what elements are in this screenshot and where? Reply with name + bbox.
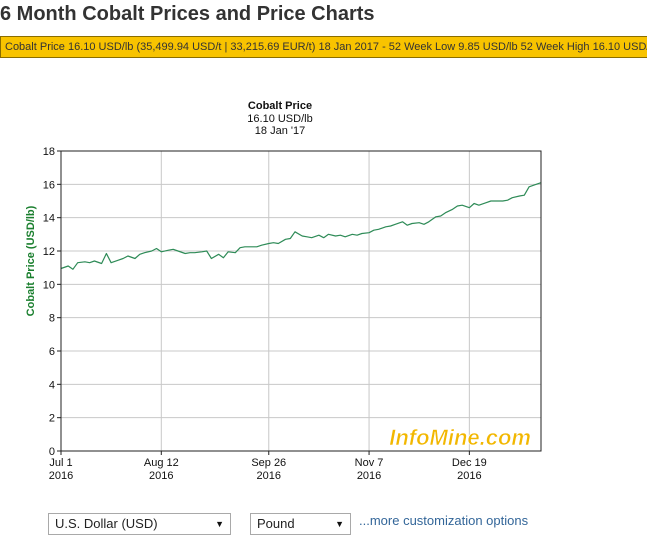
x-tick-year-label: 2016 bbox=[49, 470, 73, 482]
y-tick-label: 8 bbox=[49, 313, 55, 325]
y-tick-label: 14 bbox=[43, 213, 55, 225]
y-tick-label: 16 bbox=[43, 179, 55, 191]
page-title: 6 Month Cobalt Prices and Price Charts bbox=[0, 3, 375, 25]
plot-area bbox=[61, 151, 541, 451]
x-tick-label: Jul 1 bbox=[49, 457, 72, 469]
y-tick-label: 4 bbox=[49, 379, 55, 391]
currency-select-value: U.S. Dollar (USD) bbox=[55, 516, 158, 531]
y-tick-label: 2 bbox=[49, 413, 55, 425]
x-tick-year-label: 2016 bbox=[149, 470, 173, 482]
y-tick-label: 12 bbox=[43, 246, 55, 258]
price-ticker-banner: Cobalt Price 16.10 USD/lb (35,499.94 USD… bbox=[0, 36, 647, 58]
x-tick-year-label: 2016 bbox=[457, 470, 481, 482]
series-line bbox=[60, 182, 542, 270]
x-tick-label: Sep 26 bbox=[251, 457, 286, 469]
currency-select[interactable]: U.S. Dollar (USD) ▼ bbox=[48, 513, 231, 535]
x-tick-label: Dec 19 bbox=[452, 457, 487, 469]
x-tick-year-label: 2016 bbox=[357, 470, 381, 482]
y-tick-label: 10 bbox=[43, 279, 55, 291]
y-tick-label: 0 bbox=[49, 446, 55, 458]
more-customization-link[interactable]: ...more customization options bbox=[359, 513, 529, 528]
y-tick-label: 6 bbox=[49, 346, 55, 358]
infomine-watermark: InfoMine.com bbox=[389, 425, 531, 450]
x-tick-label: Nov 7 bbox=[355, 457, 384, 469]
y-tick-label: 18 bbox=[43, 146, 55, 158]
chevron-down-icon: ▼ bbox=[335, 519, 344, 529]
chart-current-date: 18 Jan '17 bbox=[254, 125, 306, 137]
unit-select-value: Pound bbox=[257, 516, 295, 531]
chart-title: Cobalt Price bbox=[247, 100, 313, 112]
y-axis-label: Cobalt Price (USD/lb) bbox=[25, 205, 37, 316]
x-tick-label: Aug 12 bbox=[144, 457, 179, 469]
series-layer bbox=[60, 182, 542, 270]
x-tick-year-label: 2016 bbox=[257, 470, 281, 482]
plot-frame bbox=[60, 150, 542, 452]
grid-lines bbox=[61, 151, 541, 451]
unit-select[interactable]: Pound ▼ bbox=[250, 513, 351, 535]
chart-current-price: 16.10 USD/lb bbox=[247, 113, 313, 125]
chevron-down-icon: ▼ bbox=[215, 519, 224, 529]
